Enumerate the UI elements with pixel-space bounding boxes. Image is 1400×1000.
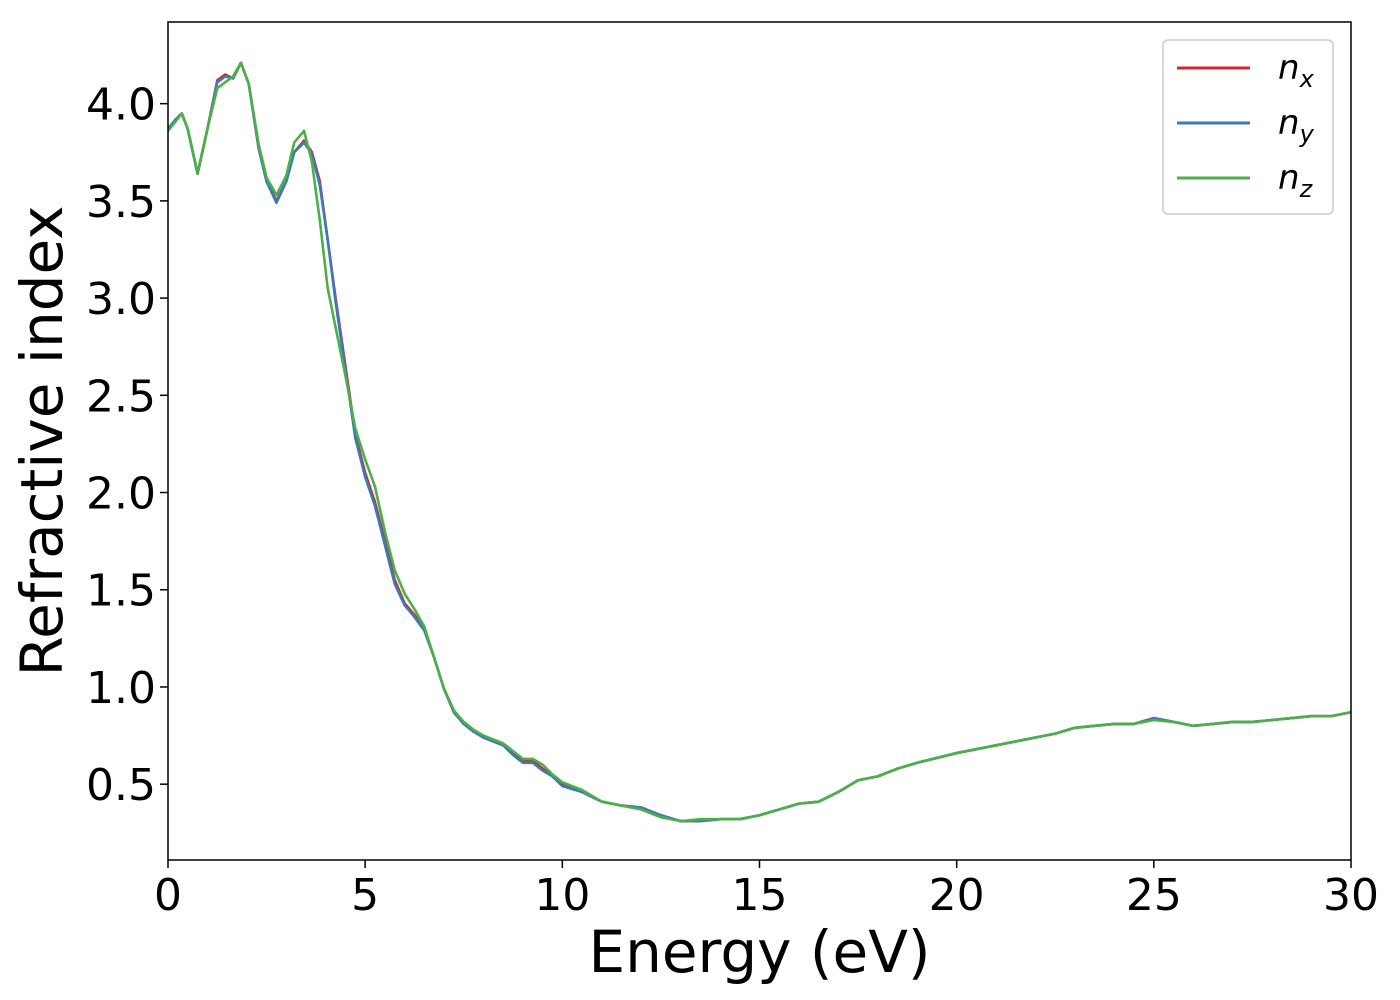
y-tick-label: 4.0	[86, 80, 156, 131]
y-tick-label: 3.0	[86, 274, 156, 325]
x-axis-ticks: 0 5 10 15 20 25 30	[154, 860, 1379, 921]
x-tick-label: 10	[534, 870, 590, 921]
y-tick-label: 2.5	[86, 371, 156, 422]
series-line-z	[168, 61, 1351, 823]
legend: nx ny nz	[1162, 39, 1334, 215]
legend-label-y: ny	[1278, 103, 1315, 148]
y-tick-label: 1.0	[86, 663, 156, 714]
y-tick-label: 0.5	[86, 760, 156, 811]
y-tick-label: 2.0	[86, 469, 156, 520]
y-tick-label: 3.5	[86, 177, 156, 228]
x-tick-label: 25	[1126, 870, 1182, 921]
legend-label-z: nz	[1278, 158, 1314, 203]
series-lines	[168, 61, 1351, 823]
x-tick-label: 20	[929, 870, 985, 921]
y-axis-ticks: 0.5 1.0 1.5 2.0 2.5 3.0 3.5 4.0	[86, 80, 168, 811]
y-axis-title: Refractive index	[8, 205, 76, 676]
x-tick-label: 30	[1323, 870, 1379, 921]
legend-box	[1162, 39, 1334, 215]
x-tick-label: 0	[154, 870, 182, 921]
x-tick-label: 15	[732, 870, 788, 921]
y-tick-label: 1.5	[86, 566, 156, 617]
x-axis-title: Energy (eV)	[588, 918, 930, 986]
legend-label-x: nx	[1278, 48, 1315, 93]
x-tick-label: 5	[351, 870, 379, 921]
